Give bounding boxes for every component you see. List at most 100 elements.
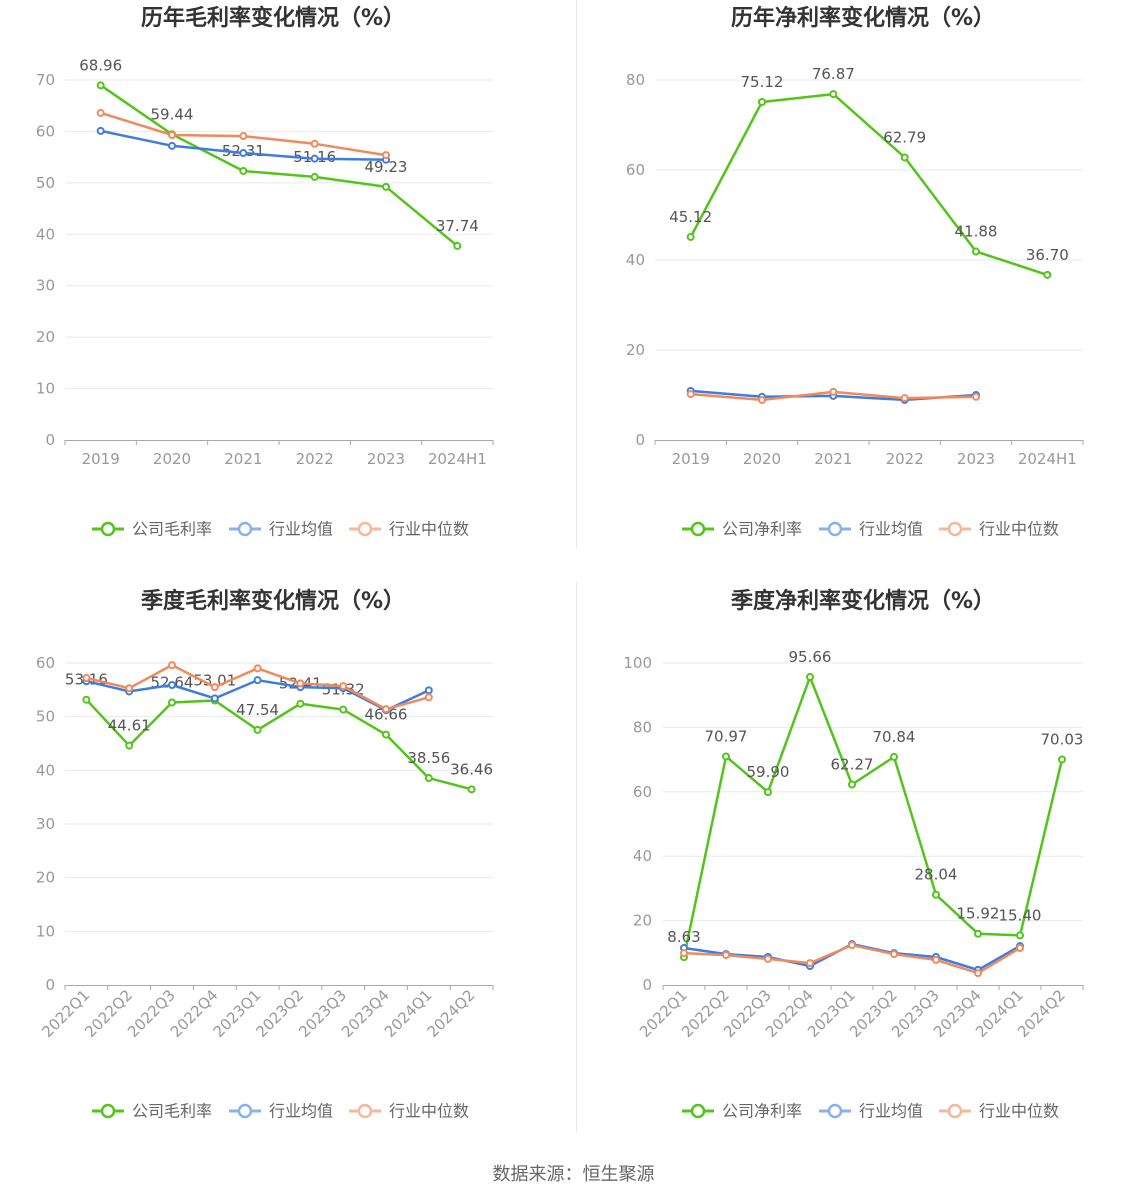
x-tick-label: 2021 — [814, 450, 852, 468]
data-label: 59.90 — [747, 763, 790, 781]
y-tick-label: 80 — [633, 718, 652, 736]
data-label: 70.84 — [873, 728, 916, 746]
series-company: 8.63 70.97 59.90 95.66 62.27 70.84 28.04 15.92 1… — [667, 648, 1083, 962]
series-industry-median — [96, 108, 390, 160]
data-point — [686, 390, 695, 399]
data-point — [253, 664, 262, 673]
data-point — [82, 674, 91, 683]
line-marker-icon — [349, 521, 381, 537]
line-marker-icon — [349, 1103, 381, 1119]
y-tick-label: 20 — [633, 912, 652, 930]
data-point — [974, 969, 982, 978]
legend-circle-icon — [690, 521, 706, 537]
y-tick-label: 30 — [36, 815, 55, 833]
series-line — [99, 84, 459, 247]
y-tick-label: 100 — [623, 654, 652, 672]
data-point — [82, 695, 91, 704]
legend-circle-icon — [947, 521, 963, 537]
data-point — [382, 705, 390, 714]
legend-label: 行业均值 — [269, 520, 333, 539]
line-marker-icon — [939, 521, 971, 537]
data-point — [890, 950, 898, 959]
legend: 公司净利率 行业均值 行业中位数 — [682, 1102, 1059, 1121]
legend-label: 行业中位数 — [389, 520, 469, 539]
legend-label: 行业均值 — [859, 1102, 923, 1121]
data-point — [972, 392, 980, 401]
data-point — [382, 151, 390, 160]
legend-item-industry-median: 行业中位数 — [939, 1102, 1059, 1121]
series-industry-median — [680, 941, 1024, 978]
legend-item-industry-average: 行业均值 — [229, 1102, 333, 1121]
legend: 公司毛利率 行业均值 行业中位数 — [92, 1102, 469, 1121]
y-tick-label: 50 — [36, 174, 55, 192]
y-tick-label: 60 — [633, 783, 652, 801]
data-point — [296, 679, 305, 688]
data-point — [424, 693, 433, 702]
data-point — [848, 941, 856, 950]
series-company: 45.12 75.12 76.87 62.79 41.88 36.70 — [669, 65, 1069, 279]
data-point — [829, 387, 838, 396]
data-label: 53.01 — [193, 672, 236, 690]
x-tick-label: 2022 — [886, 450, 924, 468]
line-marker-icon — [229, 1103, 261, 1119]
legend-circle-icon — [827, 521, 843, 537]
data-label: 15.40 — [999, 906, 1042, 924]
x-axis: 2022Q12022Q22022Q32022Q42023Q12023Q22023… — [636, 985, 1084, 1041]
legend-circle-icon — [100, 1103, 116, 1119]
data-point — [168, 698, 176, 707]
legend-item-company: 公司净利率 — [682, 1102, 802, 1121]
y-tick-label: 40 — [626, 251, 645, 269]
legend-item-company: 公司毛利率 — [92, 520, 212, 539]
data-point — [168, 141, 176, 150]
data-label: 59.44 — [151, 105, 194, 123]
data-point — [686, 232, 695, 241]
data-point — [1043, 270, 1052, 279]
data-point — [239, 166, 248, 175]
data-point — [168, 131, 176, 140]
chart-title: 历年毛利率变化情况（%） — [141, 5, 405, 31]
data-point — [1016, 931, 1024, 940]
line-marker-icon — [682, 521, 714, 537]
data-label: 62.79 — [883, 128, 926, 146]
legend-circle-icon — [237, 1103, 253, 1119]
legend-circle-icon — [100, 521, 116, 537]
data-point — [96, 126, 105, 135]
legend-item-industry-median: 行业中位数 — [349, 520, 469, 539]
annual-gross-margin-chart: 历年毛利率变化情况（%） 0 10 20 30 40 50 60 70 2019 2020 2021… — [36, 5, 494, 539]
y-tick-label: 40 — [36, 225, 55, 243]
data-point — [310, 154, 319, 163]
data-label: 70.97 — [705, 727, 748, 745]
legend-circle-icon — [237, 521, 253, 537]
y-tick-label: 20 — [36, 328, 55, 346]
x-axis: 2019 2020 2021 2022 2023 2024H1 — [64, 440, 494, 468]
data-point — [1058, 755, 1066, 764]
x-tick-label: 2024Q2 — [424, 986, 479, 1041]
data-label: 49.23 — [365, 158, 408, 176]
data-label: 44.61 — [108, 717, 151, 735]
y-tick-label: 40 — [36, 761, 55, 779]
y-tick-label: 80 — [626, 71, 645, 89]
y-axis: 0 20 40 60 80 — [626, 71, 1083, 449]
line-marker-icon — [939, 1103, 971, 1119]
data-point — [722, 951, 730, 960]
legend-item-industry-median: 行业中位数 — [939, 520, 1059, 539]
series-line — [689, 92, 1048, 277]
legend-item-company: 公司净利率 — [682, 520, 802, 539]
x-tick-label: 2023 — [957, 450, 995, 468]
data-point — [972, 247, 980, 256]
y-tick-label: 70 — [36, 71, 55, 89]
y-axis: 0 10 20 30 40 50 60 — [36, 654, 493, 994]
data-point — [382, 182, 390, 191]
legend-item-industry-average: 行业均值 — [819, 1102, 923, 1121]
quarterly-gross-margin-chart: 季度毛利率变化情况（%） 0 10 20 30 40 50 60 2022Q12022Q220… — [36, 588, 494, 1121]
data-point — [932, 955, 940, 964]
data-label: 45.12 — [669, 208, 712, 226]
data-point — [210, 683, 219, 692]
x-tick-label: 2020 — [153, 450, 191, 468]
data-point — [125, 741, 134, 750]
data-label: 37.74 — [436, 217, 479, 235]
data-point — [382, 730, 390, 739]
line-marker-icon — [229, 521, 261, 537]
series-line — [85, 698, 472, 791]
